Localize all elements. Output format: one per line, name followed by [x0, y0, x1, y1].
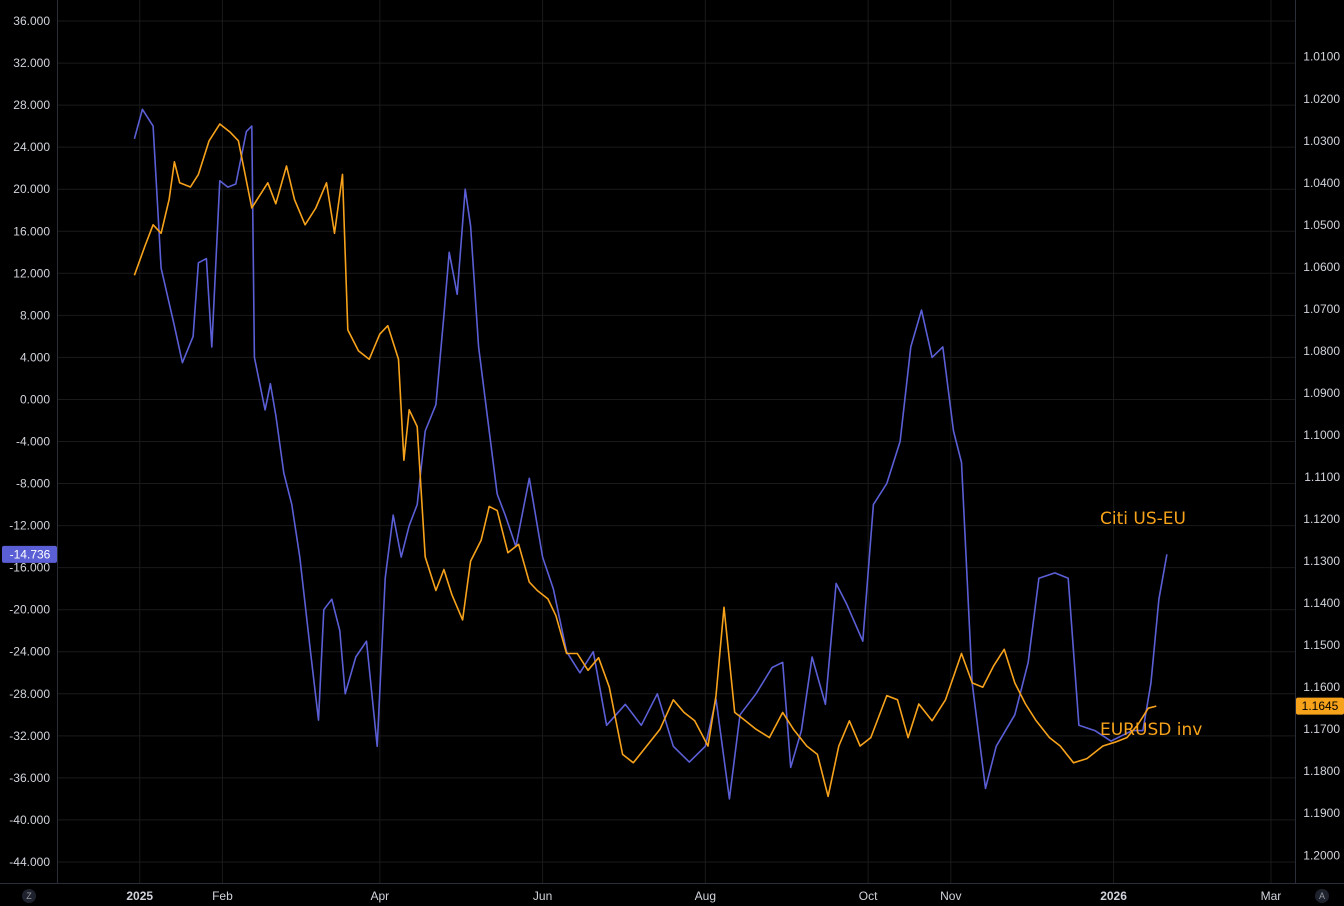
right-tick-label: 1.0800 [1303, 344, 1340, 358]
right-tick-label: 1.0500 [1303, 218, 1340, 232]
right-value-badge-bg [1296, 697, 1344, 715]
right-tick-label: 1.1300 [1303, 554, 1340, 568]
auto-scale-button[interactable]: A [1315, 889, 1329, 903]
right-tick-label: 1.1900 [1303, 806, 1340, 820]
left-tick-label: 4.000 [20, 350, 50, 364]
left-tick-label: 20.000 [13, 182, 50, 196]
left-tick-label: -24.000 [9, 645, 50, 659]
left-tick-label: -20.000 [9, 603, 50, 617]
legend-citi-us-eu: Citi US-EU [1100, 509, 1186, 529]
left-corner-circle[interactable] [22, 889, 36, 903]
right-value-badge-label: 1.1645 [1302, 699, 1339, 713]
left-tick-label: 0.000 [20, 392, 50, 406]
right-tick-label: 1.1800 [1303, 764, 1340, 778]
left-value-badge-bg [2, 545, 57, 563]
left-tick-label: 32.000 [13, 56, 50, 70]
left-value-badge: -14.736 [2, 545, 57, 563]
left-tick-label: 36.000 [13, 14, 50, 28]
right-tick-label: 1.0200 [1303, 92, 1340, 106]
auto-scale-label: A [1319, 891, 1325, 901]
series-citi-us-eu-line[interactable] [133, 108, 1168, 800]
left-value-badge-label: -14.736 [10, 547, 51, 561]
left-tick-label: 8.000 [20, 308, 50, 322]
left-tick-label: -4.000 [16, 435, 50, 449]
right-tick-label: 1.0900 [1303, 386, 1340, 400]
right-tick-label: 1.0300 [1303, 134, 1340, 148]
left-tick-label: -32.000 [9, 729, 50, 743]
right-tick-label: 1.2000 [1303, 848, 1340, 862]
right-tick-label: 1.0100 [1303, 50, 1340, 64]
right-tick-label: 1.0400 [1303, 176, 1340, 190]
left-tick-label: 28.000 [13, 98, 50, 112]
left-tick-label: -36.000 [9, 771, 50, 785]
right-price-scale[interactable]: 1.0100 1.0200 1.0300 1.0400 1.0500 1.0600 1.07… [1303, 50, 1340, 863]
left-tick-label: -28.000 [9, 687, 50, 701]
right-tick-label: 1.1400 [1303, 596, 1340, 610]
right-value-badge: 1.1645 [1296, 697, 1344, 715]
right-tick-label: 1.0600 [1303, 260, 1340, 274]
auto-scale-circle[interactable] [1315, 889, 1329, 903]
time-scale[interactable]: 2025 Feb Apr Jun Aug Oct Nov 2026 Mar [126, 889, 1281, 903]
left-tick-label: 12.000 [13, 266, 50, 280]
left-tick-label: -12.000 [9, 519, 50, 533]
x-tick-label: Jun [533, 889, 552, 903]
right-tick-label: 1.0700 [1303, 302, 1340, 316]
x-tick-label: 2025 [126, 889, 153, 903]
left-price-scale[interactable]: 36.000 32.000 28.000 24.000 20.000 16.000 12.0… [9, 14, 50, 869]
left-tick-label: 24.000 [13, 140, 50, 154]
right-tick-label: 1.1700 [1303, 722, 1340, 736]
legend-eurusd-inv: EURUSD inv [1100, 720, 1202, 740]
right-tick-label: 1.1000 [1303, 428, 1340, 442]
x-tick-label: Nov [940, 889, 961, 903]
x-tick-label: Feb [212, 889, 233, 903]
left-corner-label: Z [26, 891, 32, 901]
x-tick-label: Oct [859, 889, 878, 903]
right-tick-label: 1.1600 [1303, 680, 1340, 694]
x-tick-label: Apr [370, 889, 389, 903]
right-tick-label: 1.1500 [1303, 638, 1340, 652]
left-tick-label: -44.000 [9, 855, 50, 869]
x-tick-label: 2026 [1100, 889, 1127, 903]
left-tick-label: -16.000 [9, 561, 50, 575]
x-tick-label: Aug [695, 889, 716, 903]
grid-lines [57, 0, 1295, 883]
x-tick-label: Mar [1261, 889, 1282, 903]
left-tick-label: 16.000 [13, 224, 50, 238]
left-corner-button[interactable]: Z [22, 889, 36, 903]
series-eurusd-inv-line[interactable] [133, 123, 1157, 798]
right-tick-label: 1.1200 [1303, 512, 1340, 526]
left-tick-label: -40.000 [9, 813, 50, 827]
right-tick-label: 1.1100 [1304, 470, 1340, 484]
left-tick-label: -8.000 [16, 477, 50, 491]
